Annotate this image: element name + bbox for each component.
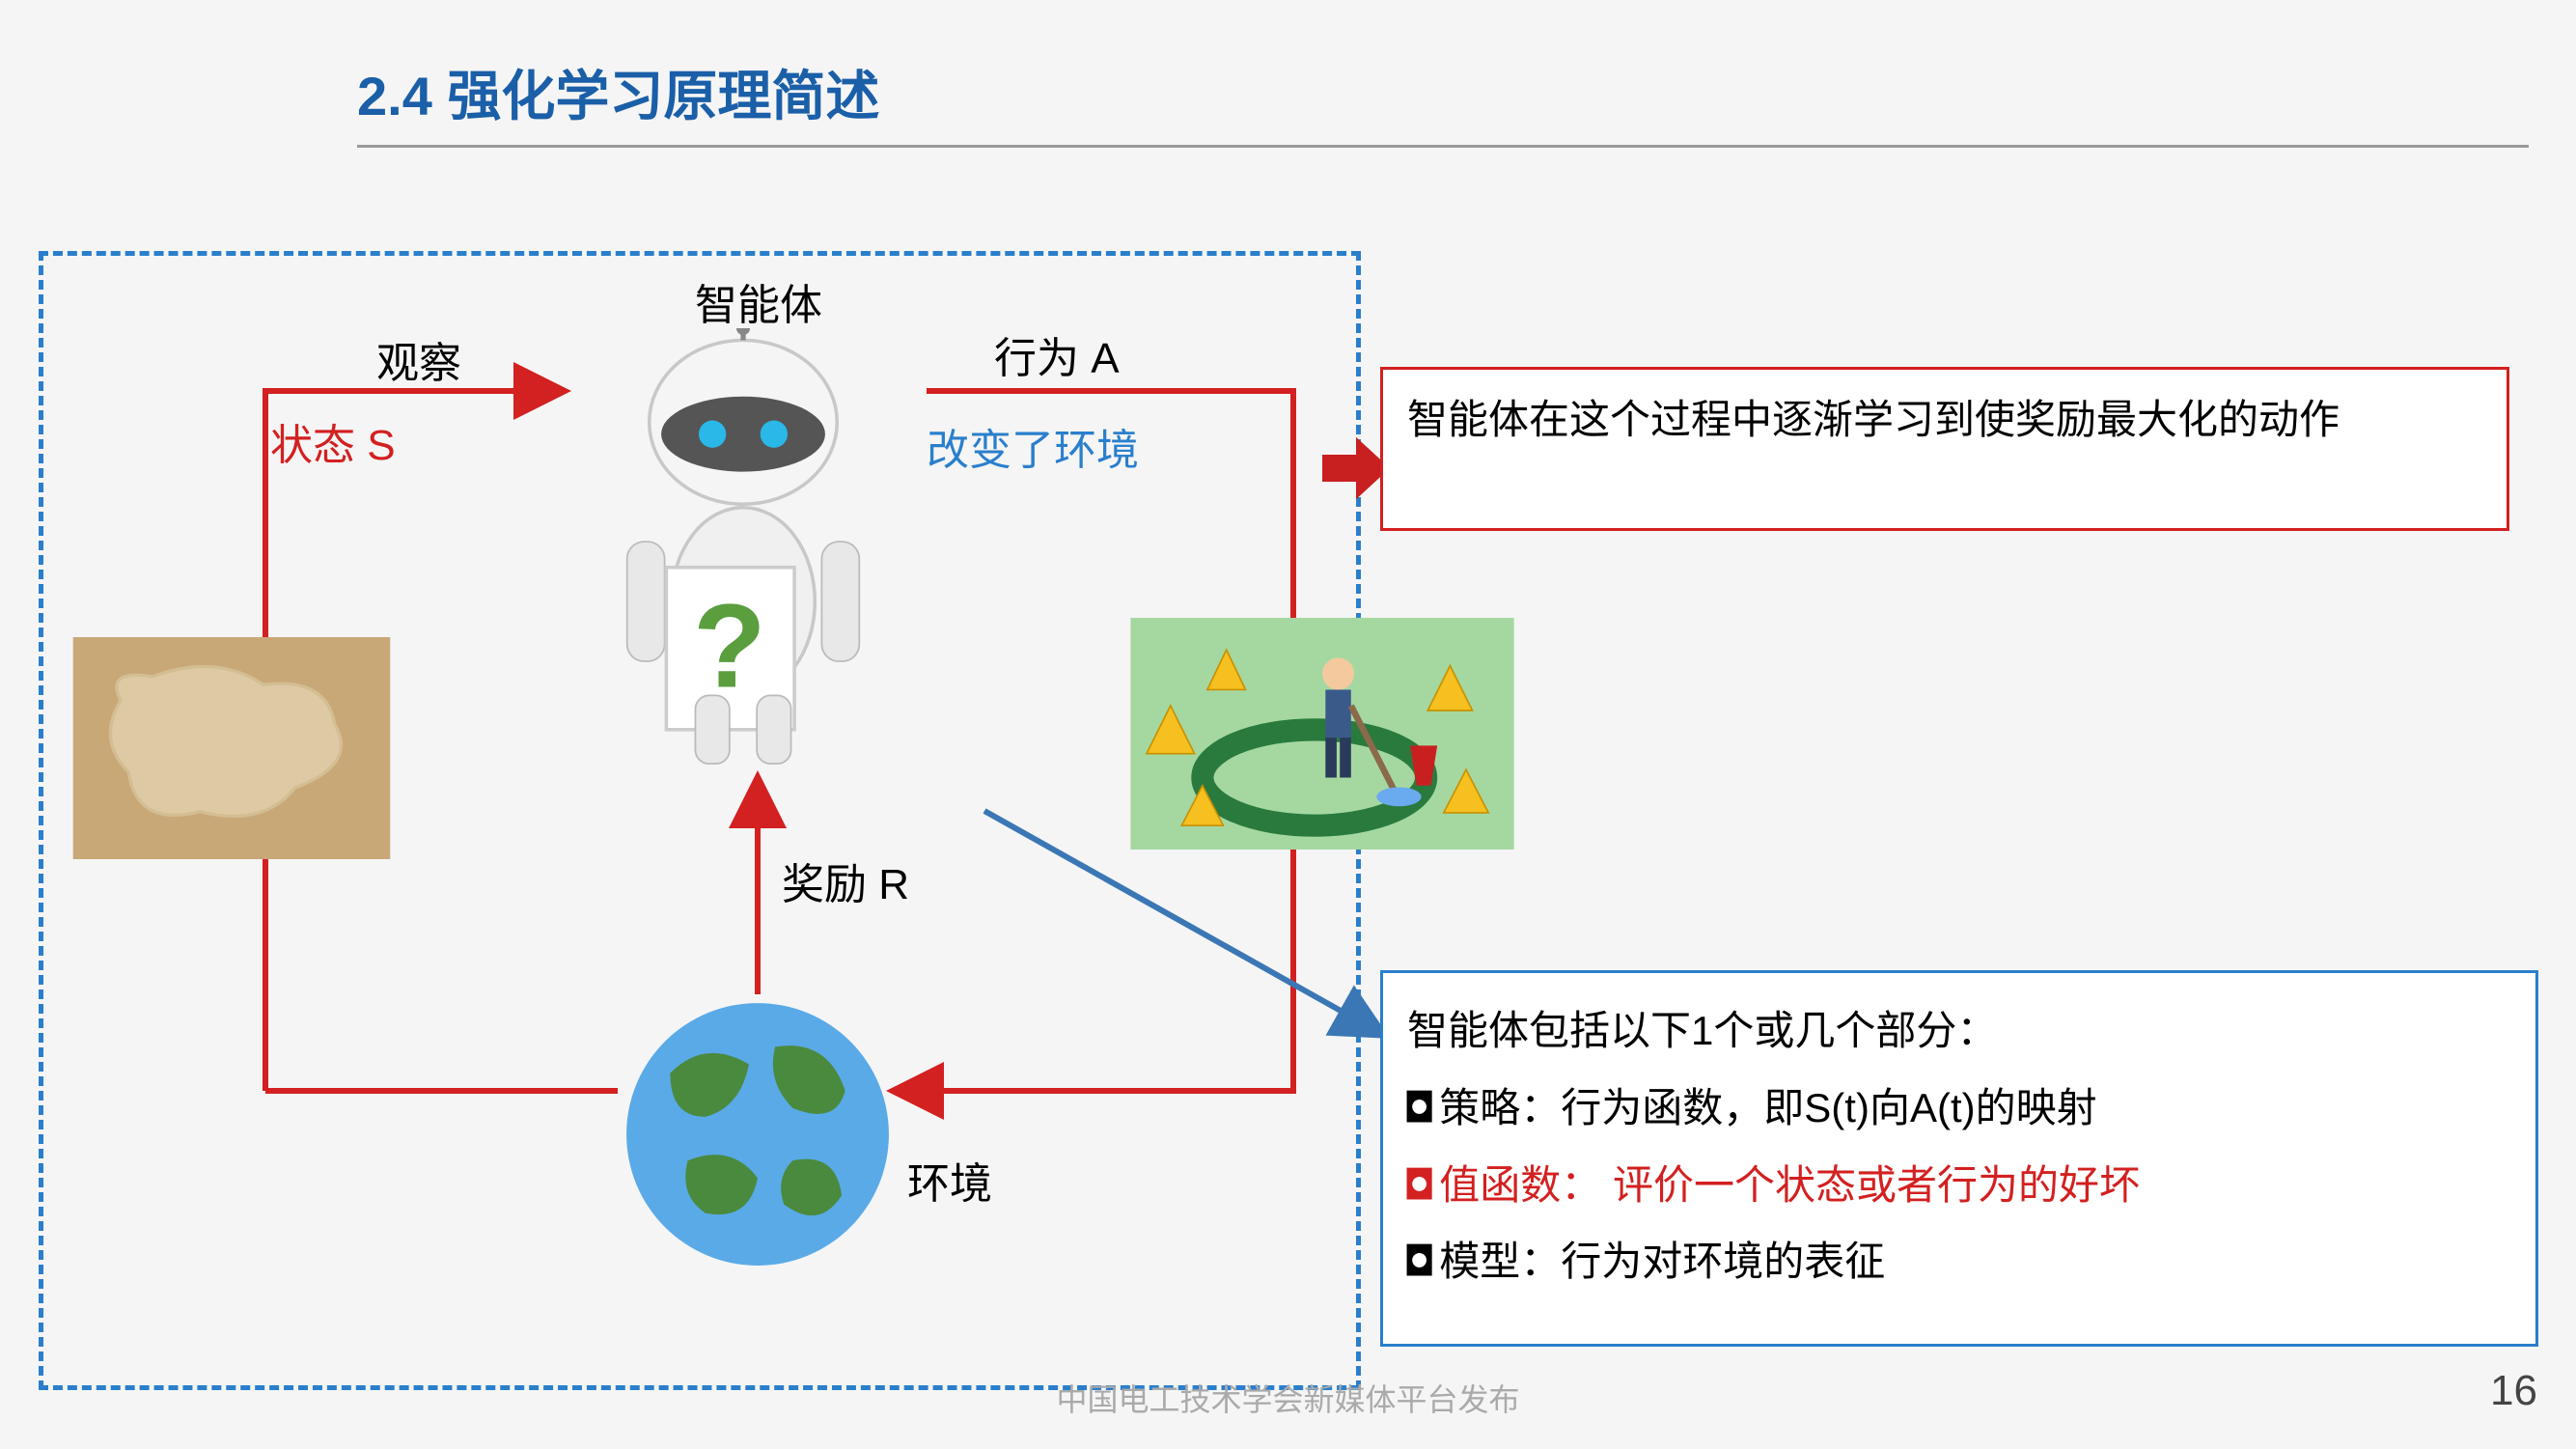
label-agent: 智能体 <box>695 270 822 332</box>
box2-item-2: ◘模型：行为对环境的表征 <box>1407 1223 2511 1300</box>
label-environment: 环境 <box>907 1149 992 1211</box>
earth-environment-icon <box>618 994 898 1274</box>
bullet-icon: ◘ <box>1407 1161 1431 1209</box>
label-state-s: 状态 S <box>270 410 396 472</box>
page-number: 16 <box>2490 1367 2537 1415</box>
box2-item-0: ◘策略：行为函数，即S(t)向A(t)的映射 <box>1407 1070 2511 1147</box>
label-observe: 观察 <box>376 328 461 390</box>
water-spill-icon <box>68 637 396 859</box>
label-change-env: 改变了环境 <box>927 415 1139 477</box>
cleaner-scene-icon <box>1129 618 1515 850</box>
svg-text:?: ? <box>693 580 766 713</box>
bullet-icon: ◘ <box>1407 1084 1431 1131</box>
box2-item-1: ◘值函数： 评价一个状态或者行为的好坏 <box>1407 1147 2511 1224</box>
agent-components-box: 智能体包括以下1个或几个部分： ◘策略：行为函数，即S(t)向A(t)的映射 ◘… <box>1380 970 2538 1347</box>
robot-agent-icon: ? <box>569 328 917 772</box>
box2-header: 智能体包括以下1个或几个部分： <box>1407 992 2511 1070</box>
summary-box: 智能体在这个过程中逐渐学习到使奖励最大化的动作 <box>1380 367 2509 531</box>
slide-title: 2.4 强化学习原理简述 <box>357 53 879 131</box>
title-underline <box>357 145 2529 148</box>
bullet-icon: ◘ <box>1407 1238 1431 1285</box>
label-action-a: 行为 A <box>994 323 1120 385</box>
label-reward-r: 奖励 R <box>782 850 909 911</box>
footer-text: 中国电工技术学会新媒体平台发布 <box>1056 1376 1519 1420</box>
